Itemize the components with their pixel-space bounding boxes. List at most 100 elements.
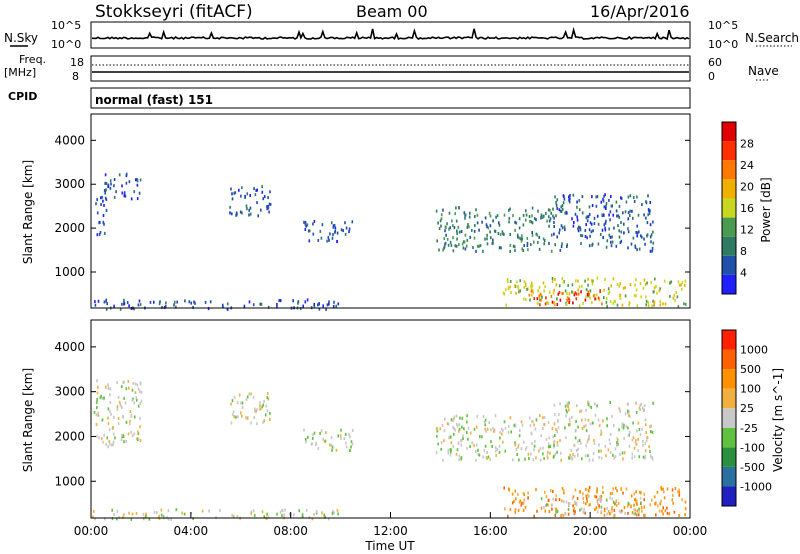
range-cell — [619, 510, 622, 514]
range-cell — [478, 228, 480, 232]
range-cell — [537, 289, 539, 293]
colorbar-segment — [722, 388, 736, 409]
range-cell — [645, 431, 647, 434]
range-cell — [616, 489, 618, 493]
range-cell — [559, 439, 561, 443]
range-cell — [584, 229, 587, 232]
range-cell — [101, 418, 104, 422]
range-cell — [629, 430, 631, 434]
range-cell — [650, 233, 653, 237]
range-cell — [472, 246, 474, 249]
range-cell — [491, 445, 493, 448]
range-cell — [110, 182, 112, 186]
range-cell — [578, 285, 581, 289]
range-cell — [305, 438, 307, 441]
range-cell — [248, 213, 250, 217]
range-cell — [447, 448, 450, 452]
range-cell — [522, 249, 525, 252]
range-cell — [519, 429, 521, 433]
range-cell — [613, 509, 616, 512]
range-cell — [531, 442, 533, 445]
range-cell — [246, 395, 249, 399]
station-title: Stokkseyri (fitACF) — [95, 2, 253, 22]
range-cell — [444, 242, 446, 246]
range-cell — [336, 231, 339, 235]
range-cell — [503, 292, 506, 296]
range-cell — [486, 427, 489, 431]
range-cell — [245, 416, 247, 420]
range-cell — [574, 291, 577, 295]
range-cell — [230, 421, 233, 425]
range-cell — [590, 230, 593, 234]
range-cell — [609, 235, 612, 239]
range-cell — [610, 510, 613, 513]
range-cell — [254, 193, 257, 197]
range-cell — [526, 287, 528, 291]
range-cell — [109, 410, 111, 413]
range-cell — [556, 430, 558, 434]
range-cell — [325, 431, 327, 435]
range-cell — [525, 298, 527, 301]
range-cell — [572, 508, 575, 512]
range-cell — [607, 509, 610, 513]
range-cell — [662, 512, 664, 516]
range-cell — [540, 497, 543, 501]
range-cell — [452, 236, 454, 240]
range-cell — [105, 385, 107, 389]
range-cell — [313, 302, 315, 306]
range-cell — [548, 219, 551, 223]
range-cell — [513, 424, 515, 428]
range-cell — [581, 457, 583, 461]
range-cell — [651, 430, 654, 434]
range-cell — [593, 216, 596, 220]
range-cell — [129, 419, 131, 423]
range-cell — [587, 400, 589, 404]
range-cell — [514, 220, 516, 224]
range-cell — [602, 213, 605, 217]
range-cell — [269, 202, 272, 206]
range-cell — [569, 197, 571, 201]
range-cell — [520, 447, 523, 451]
range-cell — [589, 234, 591, 238]
range-cell — [522, 501, 525, 505]
range-cell — [582, 510, 585, 514]
range-cell — [548, 510, 551, 514]
range-cell — [486, 237, 488, 241]
range-cell — [321, 223, 324, 227]
range-cell — [127, 380, 130, 383]
range-cell — [334, 226, 337, 230]
range-cell — [486, 451, 488, 454]
range-cell — [609, 300, 612, 303]
range-cell — [520, 239, 523, 243]
range-cell — [536, 233, 539, 237]
range-cell — [495, 215, 497, 219]
range-cell — [276, 512, 278, 516]
y-tick-label: 2000 — [54, 221, 85, 235]
range-cell — [267, 305, 270, 309]
range-cell — [605, 207, 607, 210]
range-cell — [236, 401, 239, 405]
range-cell — [137, 404, 140, 408]
range-cell — [105, 307, 108, 311]
range-cell — [137, 387, 140, 391]
range-cell — [530, 289, 533, 293]
colorbar-segment — [722, 122, 736, 142]
range-cell — [537, 209, 539, 213]
range-cell — [566, 292, 568, 296]
range-cell — [631, 511, 634, 515]
range-cell — [192, 517, 194, 521]
range-cell — [524, 282, 527, 286]
range-cell — [465, 244, 468, 248]
range-cell — [514, 228, 516, 232]
range-cell — [588, 205, 591, 209]
range-cell — [620, 221, 622, 224]
range-cell — [109, 401, 112, 404]
freq-label-line1: Freq. — [19, 53, 46, 66]
range-cell — [577, 447, 579, 451]
range-cell — [509, 416, 512, 420]
range-cell — [460, 443, 463, 447]
range-cell — [331, 236, 334, 240]
range-cell — [592, 458, 594, 462]
range-cell — [639, 490, 641, 494]
range-cell — [606, 424, 608, 428]
